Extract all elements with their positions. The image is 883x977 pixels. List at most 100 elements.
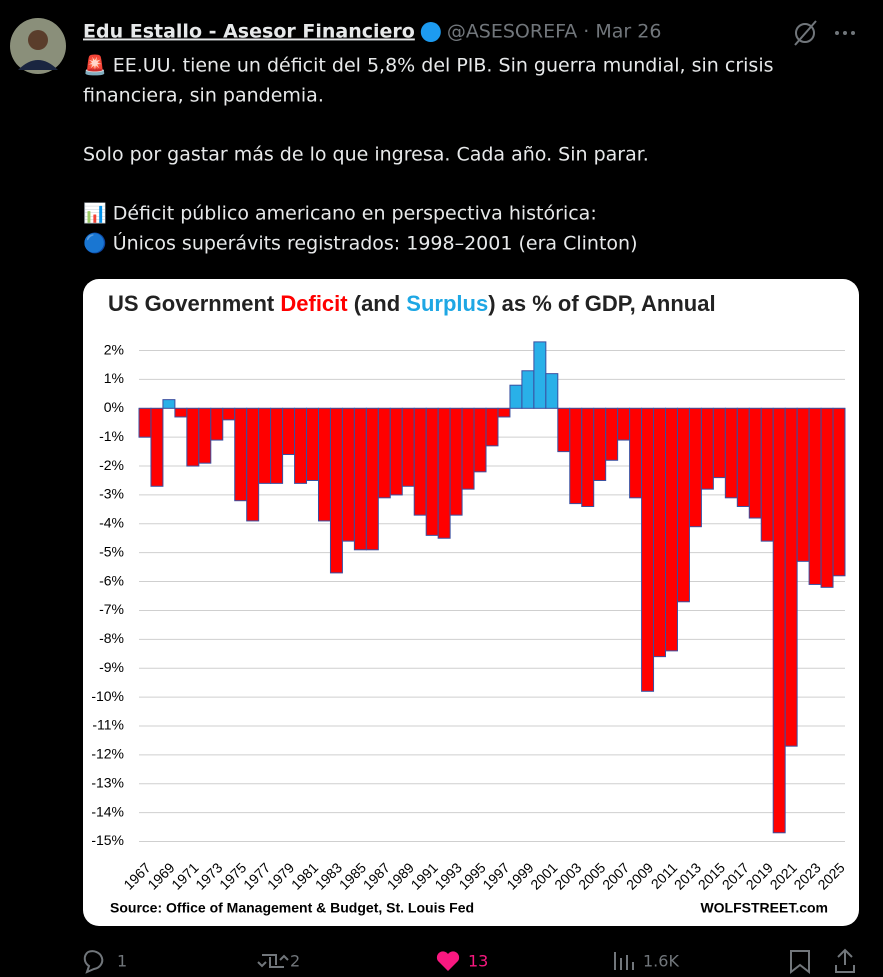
bar — [641, 407, 655, 692]
bar — [808, 407, 822, 585]
title-part: (and — [348, 291, 407, 316]
y-tick-label: -11% — [92, 717, 124, 733]
y-tick-label: -10% — [91, 688, 124, 704]
bar — [557, 407, 571, 453]
bar — [736, 407, 750, 507]
bar — [306, 407, 319, 481]
bar — [593, 407, 607, 481]
bar — [581, 407, 595, 507]
bar — [796, 407, 810, 562]
bar — [353, 407, 367, 551]
chart-card[interactable] — [83, 279, 859, 926]
bar — [186, 407, 200, 467]
bar — [533, 341, 547, 409]
bar — [521, 370, 535, 409]
y-tick-label: -6% — [99, 572, 124, 588]
title-part: Deficit — [280, 291, 348, 316]
handle[interactable]: @ASESOREFA — [447, 21, 577, 43]
y-tick-label: 0% — [104, 399, 124, 415]
bar — [832, 407, 846, 577]
bar — [389, 407, 403, 496]
bar — [174, 407, 188, 418]
y-tick-label: -14% — [91, 803, 124, 819]
bar — [485, 407, 499, 447]
bar — [629, 407, 643, 499]
bar — [820, 407, 834, 588]
y-tick-label: -4% — [99, 515, 124, 531]
bookmark-icon[interactable] — [790, 950, 810, 975]
bar — [545, 373, 559, 409]
bar — [712, 407, 726, 479]
view-count: 1.6K — [643, 952, 679, 971]
bar — [497, 407, 511, 418]
bar — [724, 407, 738, 499]
title-part: US Government — [108, 291, 280, 316]
text-line: 🚨 EE.UU. tiene un déficit del 5,8% del P… — [83, 54, 774, 77]
bar — [270, 407, 284, 484]
y-tick-label: 2% — [104, 341, 124, 357]
bar — [413, 407, 427, 516]
bar — [234, 407, 248, 502]
bar — [700, 407, 714, 490]
source: Source: Office of Management & Budget, S… — [110, 900, 474, 916]
bar — [653, 407, 667, 658]
avatar-body — [18, 60, 58, 70]
y-tick-label: -1% — [99, 428, 124, 444]
text-line: Solo por gastar más de lo que ingresa. C… — [83, 144, 649, 166]
bar — [748, 407, 762, 519]
title-part: Surplus — [406, 291, 488, 316]
bar — [449, 407, 463, 516]
bar — [784, 407, 798, 747]
y-tick-label: -15% — [91, 832, 124, 848]
y-tick-label: -9% — [99, 659, 124, 675]
bar — [425, 407, 439, 536]
chart-title: US Government Deficit (and Surplus) as %… — [108, 291, 716, 316]
bar — [329, 407, 343, 574]
bar — [760, 407, 774, 542]
y-tick-label: -8% — [99, 630, 124, 646]
bar — [210, 407, 224, 441]
author-name[interactable]: Edu Estallo - Asesor Financiero — [83, 21, 415, 43]
title-part: ) as % of GDP, Annual — [488, 291, 715, 316]
bar — [246, 407, 260, 522]
tweet-text: 🚨 EE.UU. tiene un déficit del 5,8% del P… — [83, 54, 774, 255]
bar — [401, 407, 415, 487]
bar — [198, 407, 212, 464]
bar — [150, 407, 164, 487]
y-tick-label: -3% — [99, 486, 124, 502]
repost-count: 2 — [290, 952, 300, 971]
repost-icon[interactable] — [257, 954, 289, 968]
more-icon[interactable] — [835, 31, 855, 35]
share-icon[interactable] — [835, 948, 855, 973]
like-icon[interactable] — [436, 951, 460, 971]
text-line: 🔵 Únicos superávits registrados: 1998–20… — [83, 231, 637, 255]
bar — [617, 407, 631, 441]
bar — [772, 407, 786, 834]
bar — [569, 407, 583, 505]
bar — [461, 407, 475, 490]
bar — [222, 407, 236, 421]
action-icons[interactable] — [83, 948, 855, 975]
bar — [258, 407, 272, 484]
avatar-face — [28, 30, 48, 50]
bar — [162, 399, 176, 409]
bar — [341, 407, 355, 542]
bar — [138, 407, 152, 438]
bar — [509, 384, 523, 409]
like-count: 13 — [468, 952, 488, 971]
credit: WOLFSTREET.com — [700, 900, 828, 916]
bar — [665, 407, 678, 652]
date[interactable]: · Mar 26 — [583, 21, 661, 43]
bar — [605, 407, 619, 461]
y-tick-label: -2% — [99, 457, 124, 473]
bar — [317, 407, 331, 522]
bar — [437, 407, 451, 539]
bar — [473, 407, 487, 473]
grok-icon[interactable] — [794, 20, 817, 46]
bar — [377, 407, 391, 499]
bar — [688, 407, 702, 528]
y-tick-label: 1% — [104, 370, 124, 386]
views-icon[interactable] — [614, 952, 634, 970]
reply-icon[interactable] — [83, 950, 104, 974]
